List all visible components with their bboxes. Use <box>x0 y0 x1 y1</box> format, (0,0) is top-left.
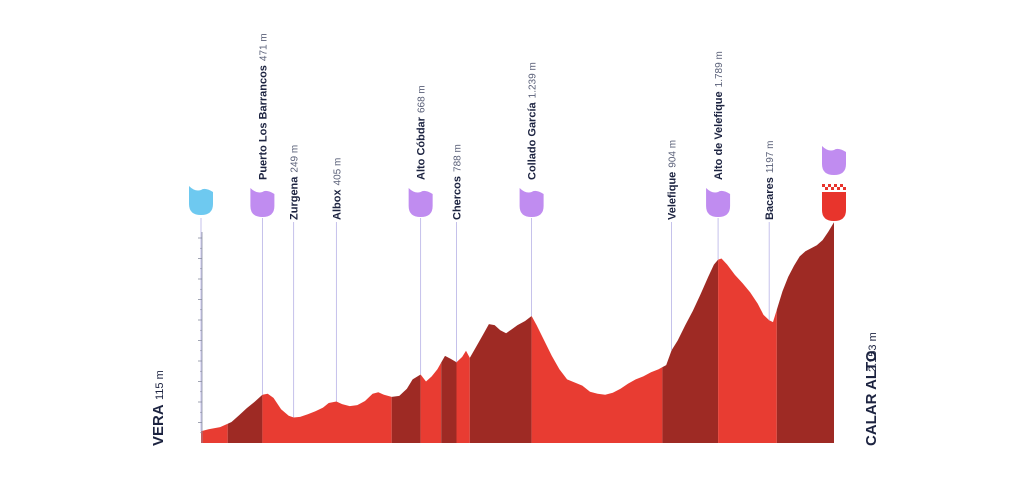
checker-square <box>843 184 846 187</box>
waypoint-name: Alto de Velefique <box>713 91 725 180</box>
waypoint-label: Zurgena 249 m <box>289 145 301 220</box>
waypoint-label: Bacares 1197 m <box>764 141 776 220</box>
badges <box>189 146 846 221</box>
waypoint-guides <box>200 218 770 432</box>
waypoint-altitude: 668 m <box>417 85 428 113</box>
checker-square <box>828 187 831 190</box>
waypoint-altitude: 471 m <box>258 33 269 61</box>
waypoint-altitude: 249 m <box>290 145 301 173</box>
finish-flag-icon <box>822 192 846 221</box>
checker-square <box>840 187 843 190</box>
profile-segment-3 <box>391 374 421 443</box>
finish-altitude: 2.153 m <box>867 332 879 372</box>
checker-square <box>822 184 825 187</box>
start-flag-icon <box>189 186 213 215</box>
checker-square <box>834 187 837 190</box>
checker-square <box>825 187 828 190</box>
profile-segment-8 <box>531 316 663 443</box>
waypoint-altitude: 405 m <box>332 158 343 186</box>
waypoint-label: Chercos 788 m <box>451 144 463 220</box>
waypoint-name: Velefique <box>667 172 679 220</box>
checker-square <box>822 187 825 190</box>
waypoint-name: Albox <box>331 189 343 220</box>
waypoint-labels: Puerto Los Barrancos 471 m Zurgena 249 m Alb… <box>257 33 776 220</box>
waypoint-altitude: 788 m <box>452 144 463 172</box>
checker-square <box>825 184 828 187</box>
checker-square <box>831 187 834 190</box>
profile-segment-2 <box>262 392 392 443</box>
start-altitude: 115 m <box>154 370 166 400</box>
checker-square <box>840 184 843 187</box>
waypoint-altitude: 1.789 m <box>714 51 725 87</box>
category-flag-icon <box>250 188 275 217</box>
waypoint-label: Puerto Los Barrancos 471 m <box>257 33 269 180</box>
profile-segment-1 <box>227 394 263 443</box>
waypoint-altitude: 1.239 m <box>528 62 539 98</box>
checker-square <box>831 184 834 187</box>
finish-name: CALAR ALTO <box>863 350 880 446</box>
waypoint-label: Alto de Velefique 1.789 m <box>713 51 725 180</box>
waypoint-altitude: 1197 m <box>765 141 776 174</box>
category-flag-icon <box>519 188 544 217</box>
checker-square <box>837 184 840 187</box>
profile-segment-10 <box>718 258 764 443</box>
waypoint-name: Collado García <box>527 101 539 180</box>
checker-square <box>837 187 840 190</box>
waypoint-label: Velefique 904 m <box>667 140 679 220</box>
checker-square <box>843 187 846 190</box>
waypoint-label: Alto Cóbdar 668 m <box>416 85 428 180</box>
profile-segment-12 <box>776 222 834 443</box>
category-flag-icon <box>822 146 846 175</box>
waypoint-name: Bacares <box>764 177 776 220</box>
profile-segment-11 <box>763 309 777 443</box>
profile-segment-9 <box>662 259 719 443</box>
waypoint-label: Albox 405 m <box>331 158 343 220</box>
waypoint-name: Zurgena <box>289 176 301 220</box>
profile-segment-5 <box>441 355 457 443</box>
waypoint-name: Alto Cóbdar <box>416 116 428 180</box>
category-flag-icon <box>408 188 433 217</box>
category-flag-icon <box>706 188 731 217</box>
profile-segment-0 <box>201 423 228 443</box>
profile-segment-6 <box>456 350 470 443</box>
waypoint-altitude: 904 m <box>668 140 679 168</box>
start-name: VERA <box>150 404 167 446</box>
checker-square <box>828 184 831 187</box>
profile-segment-4 <box>420 362 442 443</box>
waypoint-label: Collado García 1.239 m <box>527 62 539 180</box>
altitude-axis <box>198 232 203 443</box>
profile-fills <box>201 222 834 443</box>
profile-segment-7 <box>469 316 532 443</box>
waypoint-name: Puerto Los Barrancos <box>257 65 269 180</box>
waypoint-name: Chercos <box>451 176 463 220</box>
checker-square <box>834 184 837 187</box>
